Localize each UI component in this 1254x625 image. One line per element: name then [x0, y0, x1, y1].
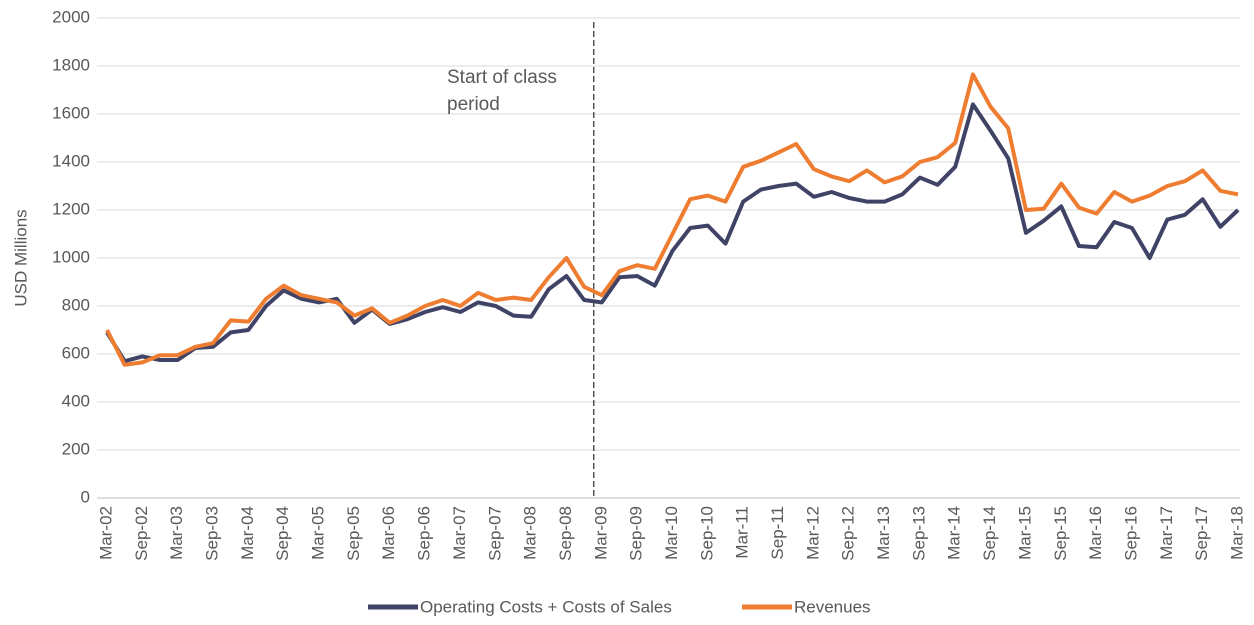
x-tick-label: Mar-18: [1227, 506, 1246, 560]
x-tick-label: Sep-10: [697, 506, 716, 561]
x-tick-label: Mar-08: [521, 506, 540, 560]
x-tick-label: Mar-07: [450, 506, 469, 560]
x-tick-label: Mar-13: [874, 506, 893, 560]
x-tick-label: Sep-06: [415, 506, 434, 561]
x-tick-label: Mar-03: [167, 506, 186, 560]
y-axis-title: USD Millions: [11, 209, 30, 306]
annotation: Start of class: [447, 67, 557, 88]
x-tick-label: Sep-05: [344, 506, 363, 561]
x-tick-label: Sep-15: [1051, 506, 1070, 561]
x-tick-label: Sep-09: [627, 506, 646, 561]
x-tick-label: Sep-07: [485, 506, 504, 561]
x-tick-label: Sep-08: [556, 506, 575, 561]
legend-label: Revenues: [794, 597, 871, 616]
x-tick-label: Mar-15: [1015, 506, 1034, 560]
annotation: period: [447, 94, 500, 115]
series-line: [105, 72, 1239, 367]
x-tick-label: Mar-04: [238, 506, 257, 560]
x-tick-label: Mar-11: [733, 506, 752, 559]
x-tick-label: Sep-17: [1192, 506, 1211, 561]
x-tick-label: Sep-03: [203, 506, 222, 561]
x-tick-label: Sep-16: [1121, 506, 1140, 561]
x-tick-label: Mar-17: [1157, 506, 1176, 560]
y-tick-label: 2000: [52, 7, 90, 26]
x-tick-label: Sep-14: [980, 506, 999, 561]
x-tick-label: Mar-12: [803, 506, 822, 560]
y-tick-label: 1000: [52, 247, 90, 266]
x-tick-label: Sep-04: [273, 506, 292, 561]
x-tick-label: Mar-05: [309, 506, 328, 560]
y-tick-label: 0: [81, 487, 90, 506]
x-tick-label: Sep-02: [132, 506, 151, 561]
x-tick-label: Sep-12: [839, 506, 858, 561]
x-tick-label: Mar-10: [662, 506, 681, 560]
x-tick-label: Mar-14: [945, 506, 964, 560]
x-tick-label: Mar-09: [591, 506, 610, 560]
x-tick-label: Mar-06: [379, 506, 398, 560]
y-tick-label: 1600: [52, 103, 90, 122]
y-tick-label: 1400: [52, 151, 90, 170]
y-tick-label: 200: [62, 439, 90, 458]
y-tick-label: 1800: [52, 55, 90, 74]
legend-label: Operating Costs + Costs of Sales: [420, 597, 672, 616]
y-tick-label: 1200: [52, 199, 90, 218]
x-tick-label: Sep-13: [909, 506, 928, 561]
x-tick-label: Mar-16: [1086, 506, 1105, 560]
y-tick-label: 400: [62, 391, 90, 410]
y-tick-label: 800: [62, 295, 90, 314]
y-tick-label: 600: [62, 343, 90, 362]
x-tick-label: Mar-02: [96, 506, 115, 560]
x-tick-label: Sep-11: [768, 506, 787, 560]
series-line: [105, 102, 1240, 364]
